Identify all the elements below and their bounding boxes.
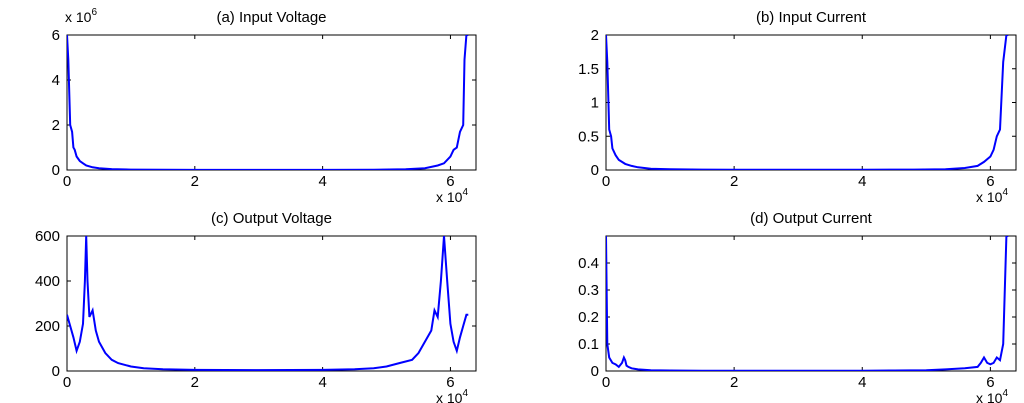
y-tick-label: 0 (591, 162, 599, 179)
axes-frame (605, 235, 1017, 372)
axes-frame (605, 34, 1017, 171)
series-line (67, 35, 469, 170)
subplot-3: 0 2 4 6 0 200 400 600 (c) Output Voltage x 104 (35, 210, 477, 403)
y-tick-label: 400 (35, 273, 60, 290)
x-tick-label: 4 (858, 173, 866, 190)
x-tick-label: 2 (730, 374, 738, 391)
y-tick-label: 200 (35, 318, 60, 335)
y-tick-label: 2 (52, 117, 60, 134)
y-tick-label: 0 (52, 162, 60, 179)
y-tick-label: 1 (591, 95, 599, 112)
axes-frame (66, 34, 477, 171)
x-tick-label: 0 (602, 173, 610, 190)
x-tick-label: 4 (318, 374, 326, 391)
y-tick-label: 0.2 (578, 309, 599, 326)
y-tick-label: 0.4 (578, 255, 599, 272)
x-axis-multiplier: x 104 (436, 187, 468, 205)
y-tick-label: 600 (35, 228, 60, 245)
x-tick-label: 4 (318, 173, 326, 190)
x-tick-label: 0 (63, 173, 71, 190)
x-tick-label: 2 (191, 173, 199, 190)
x-axis-multiplier: x 104 (976, 388, 1008, 403)
y-axis-multiplier: x 106 (65, 7, 97, 25)
x-axis-multiplier: x 104 (976, 187, 1008, 205)
axes-frame (66, 235, 477, 372)
x-tick-label: 6 (986, 374, 994, 391)
x-tick-label: 4 (858, 374, 866, 391)
y-tick-label: 0.5 (578, 128, 599, 145)
chart-title: (c) Output Voltage (211, 210, 332, 227)
x-tick-label: 6 (446, 173, 454, 190)
series-line (606, 236, 1009, 371)
x-tick-label: 2 (730, 173, 738, 190)
chart-title: (a) Input Voltage (216, 9, 326, 26)
chart-title: (d) Output Current (750, 210, 873, 227)
y-tick-label: 1.5 (578, 61, 599, 78)
y-tick-label: 6 (52, 27, 60, 44)
subplot-2: 0 2 4 6 0 0.5 1 1.5 2 (b) Input Current x 104 (578, 9, 1017, 205)
x-tick-label: 2 (191, 374, 199, 391)
x-axis-multiplier: x 104 (436, 388, 468, 403)
subplot-1: 0 2 4 6 0 2 4 6 (a) Input Voltage x 104 x 106 (52, 7, 477, 205)
x-tick-label: 0 (602, 374, 610, 391)
y-tick-label: 0 (52, 363, 60, 380)
x-tick-label: 6 (446, 374, 454, 391)
x-tick-label: 0 (63, 374, 71, 391)
y-tick-label: 4 (52, 72, 60, 89)
y-tick-label: 0 (591, 363, 599, 380)
y-tick-label: 2 (591, 27, 599, 44)
subplot-4: 0 2 4 6 0 0.1 0.2 0.3 0.4 (d) Output Current x 104 (578, 210, 1017, 403)
y-tick-label: 0.3 (578, 282, 599, 299)
chart-title: (b) Input Current (756, 9, 867, 26)
y-tick-label: 0.1 (578, 336, 599, 353)
x-tick-label: 6 (986, 173, 994, 190)
series-line (606, 35, 1009, 170)
series-line (67, 236, 469, 371)
